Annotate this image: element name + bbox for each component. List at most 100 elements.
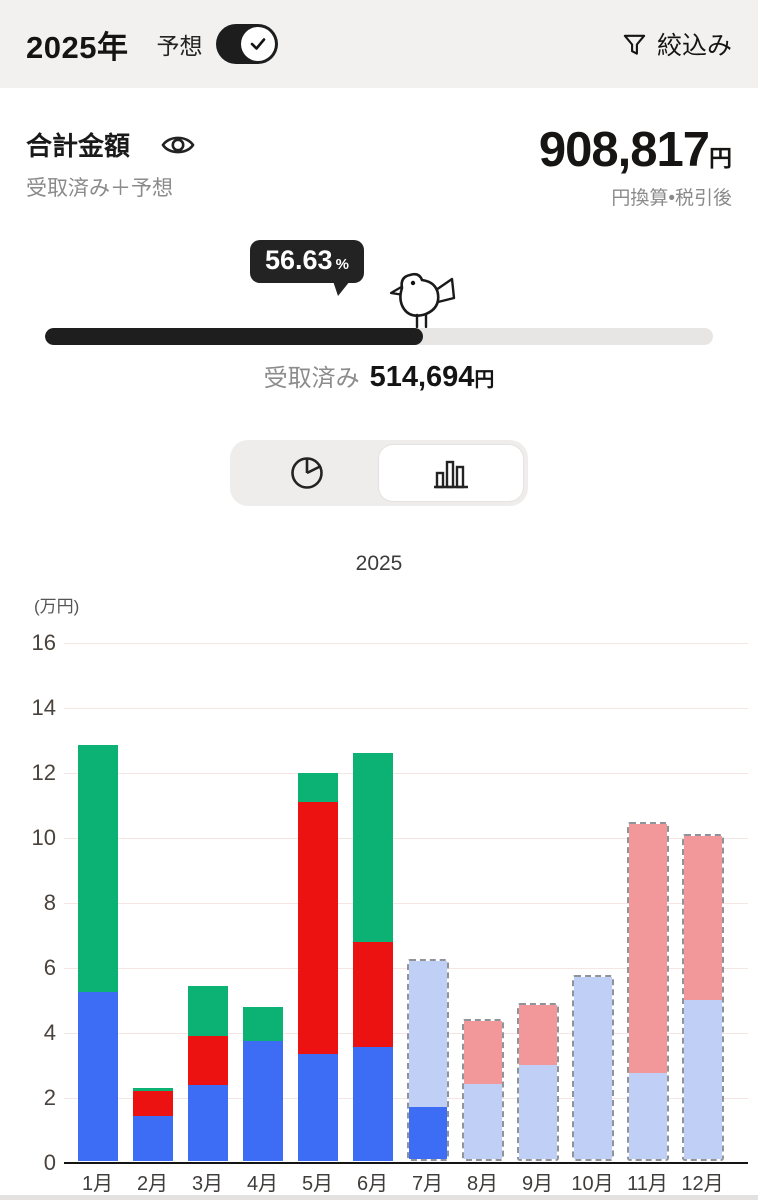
x-tick-label-8月: 8月 [466,1173,499,1195]
x-tick-label-10月: 10月 [571,1173,614,1195]
chart-y-axis-label: (万円) [34,597,80,616]
x-tick-label-3月: 3月 [191,1173,224,1195]
x-tick-label-1月: 1月 [81,1173,114,1195]
bar-segment-received-blue [242,1040,283,1161]
bar-segment-received-green [242,1006,283,1041]
received-label: 受取済み [263,365,360,392]
bar-segment-received-red [297,801,338,1054]
received-line: 受取済み 514,694円 [0,358,758,394]
bar-segment-received-red [187,1035,228,1085]
eye-icon[interactable] [160,131,196,159]
progress-percent-value: 56.63 [265,245,333,275]
bar-7月[interactable] [406,958,449,1161]
total-amount-unit: 円 [709,145,732,171]
bar-segment-received-green [132,1087,173,1092]
chart-bars [70,643,730,1161]
bar-9月[interactable] [516,1002,559,1161]
chart-title: 2025 [355,552,403,575]
progress-bar-track [45,328,713,345]
top-bar: 2025年 予想 絞込み [0,0,758,88]
bar-column-9月 [510,1002,565,1161]
bar-segment-forecast-blue [683,999,722,1159]
y-tick-label-12: 12 [31,760,56,785]
gridline-14 [64,708,748,709]
x-tick-label-2月: 2月 [136,1173,169,1195]
bar-10月[interactable] [571,975,614,1161]
bar-segment-received-green [77,745,118,992]
chart-x-axis: 1月 2月 3月 4月 5月 6月 7月 8月 9月 10月 11月 12月 [0,1167,758,1196]
progress-section: 56.63% 受取済み 514,694円 [0,224,758,410]
funnel-icon [622,32,647,57]
bar-1月[interactable] [77,745,118,1161]
bar-4月[interactable] [242,1006,283,1161]
bar-segment-forecast-blue [573,977,612,1159]
pie-view-button[interactable] [235,445,379,501]
bar-column-1月 [70,745,125,1161]
gridline-16 [64,643,748,644]
bar-11月[interactable] [626,822,669,1161]
bar-segment-received-blue [187,1084,228,1161]
bird-icon [386,270,458,330]
bar-6月[interactable] [352,753,393,1161]
bar-column-7月 [400,958,455,1161]
bar-column-2月 [125,1087,180,1161]
total-amount-subtitle: 受取済み＋予想 [26,177,173,200]
chart-gridlines [64,643,748,1164]
x-tick-label-12月: 12月 [681,1173,724,1195]
bar-segment-received-red [132,1091,173,1116]
bottom-divider [0,1195,758,1200]
bar-column-5月 [290,772,345,1161]
bar-12月[interactable] [681,833,724,1161]
bar-segment-received-blue [132,1115,173,1161]
gridline-4 [64,1033,748,1034]
bar-column-10月 [565,975,620,1161]
bar-segment-forecast-blue [463,1084,502,1159]
x-tick-label-6月: 6月 [356,1173,389,1195]
bar-column-4月 [235,1006,290,1161]
bar-view-button[interactable] [379,445,523,501]
x-tick-label-7月: 7月 [411,1173,444,1195]
received-unit: 円 [474,369,495,391]
bar-3月[interactable] [187,985,228,1161]
year-selector[interactable]: 2025年 [26,29,129,65]
bar-segment-received-blue [77,992,118,1161]
y-tick-label-2: 2 [43,1085,56,1110]
bar-segment-forecast-blue [408,960,447,1107]
total-amount-note: 円換算•税引後 [611,188,732,209]
bar-2月[interactable] [132,1087,173,1161]
bar-8月[interactable] [461,1018,504,1161]
bar-segment-received-blue [297,1053,338,1161]
gridline-0 [64,1162,748,1164]
bar-segment-received-green [352,753,393,942]
bar-segment-forecast-blue [628,1072,667,1159]
bar-segment-received-red [352,941,393,1048]
bar-column-11月 [620,822,675,1161]
y-tick-label-16: 16 [31,630,56,655]
bar-segment-forecast-blue [518,1064,557,1159]
gridline-12 [64,773,748,774]
gridline-10 [64,838,748,839]
bar-segment-forecast-pink [518,1004,557,1065]
bar-chart-icon [430,454,472,492]
filter-button[interactable]: 絞込み [622,26,732,62]
summary-section: 合計金額 受取済み＋予想 908,817円 円換算•税引後 [0,88,758,210]
gridline-8 [64,903,748,904]
bar-segment-received-green [187,985,228,1036]
forecast-toggle-label: 予想 [156,33,203,59]
y-tick-label-6: 6 [43,955,56,980]
gridline-2 [64,1098,748,1099]
y-tick-label-10: 10 [31,825,56,850]
x-tick-label-4月: 4月 [246,1173,279,1195]
bar-segment-received-blue [408,1107,447,1159]
progress-percent-bubble: 56.63% [250,240,364,296]
bar-5月[interactable] [297,772,338,1161]
progress-bar-fill [45,328,424,345]
y-tick-label-14: 14 [31,695,56,720]
y-tick-label-0: 0 [43,1150,56,1175]
chart-y-axis: 0 2 4 6 8 10 12 14 16 [0,630,56,1175]
progress-percent-unit: % [335,256,349,273]
bar-segment-forecast-pink [463,1020,502,1085]
bar-column-8月 [455,1018,510,1161]
forecast-toggle[interactable] [216,24,279,64]
bar-column-3月 [180,985,235,1161]
